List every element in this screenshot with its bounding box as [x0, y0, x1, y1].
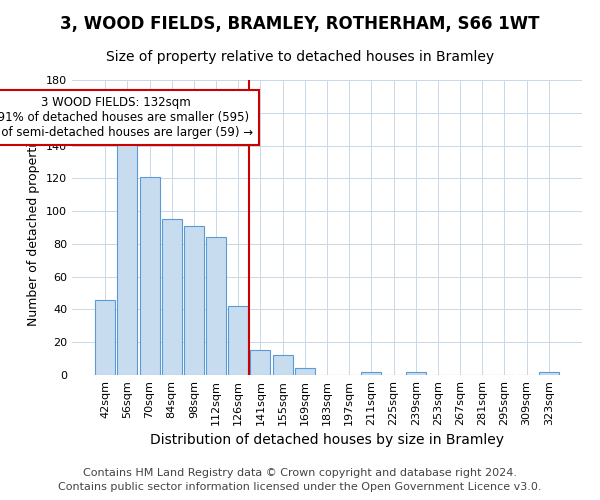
Bar [361, 372, 382, 375]
Bar [295, 368, 315, 375]
Text: 3, WOOD FIELDS, BRAMLEY, ROTHERHAM, S66 1WT: 3, WOOD FIELDS, BRAMLEY, ROTHERHAM, S66 … [60, 15, 540, 33]
Bar [118, 138, 137, 375]
Text: Contains HM Land Registry data © Crown copyright and database right 2024.: Contains HM Land Registry data © Crown c… [83, 468, 517, 477]
Text: Contains public sector information licensed under the Open Government Licence v3: Contains public sector information licen… [58, 482, 542, 492]
Bar [539, 372, 559, 375]
Bar [406, 372, 426, 375]
Text: 3 WOOD FIELDS: 132sqm
← 91% of detached houses are smaller (595)
9% of semi-deta: 3 WOOD FIELDS: 132sqm ← 91% of detached … [0, 96, 253, 140]
Text: Size of property relative to detached houses in Bramley: Size of property relative to detached ho… [106, 50, 494, 64]
Bar [140, 176, 160, 375]
X-axis label: Distribution of detached houses by size in Bramley: Distribution of detached houses by size … [150, 433, 504, 447]
Y-axis label: Number of detached properties: Number of detached properties [28, 129, 40, 326]
Bar [162, 220, 182, 375]
Bar [228, 306, 248, 375]
Bar [184, 226, 204, 375]
Bar [272, 356, 293, 375]
Bar [95, 300, 115, 375]
Bar [250, 350, 271, 375]
Bar [206, 238, 226, 375]
